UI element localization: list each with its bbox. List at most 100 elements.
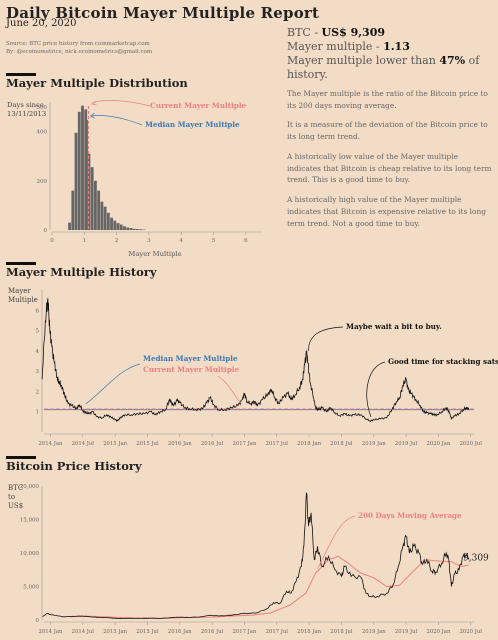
time-tick-label: 2017 Jan bbox=[233, 441, 257, 447]
dist-x-tick-label: 5 bbox=[212, 238, 216, 244]
price-y-tick-label: 10,000 bbox=[20, 551, 40, 557]
histogram-bar bbox=[129, 228, 133, 230]
btc-price-series bbox=[42, 492, 470, 619]
histogram-bar bbox=[77, 111, 81, 230]
section-rule bbox=[6, 262, 36, 265]
histogram-bar bbox=[139, 229, 143, 230]
price-y-tick-label: 15,000 bbox=[20, 518, 40, 524]
history-chart: Mayer Multiple 1 2 3 4 5 6 2014 Jan 2014 Jul 201… bbox=[8, 287, 498, 447]
history-y-tick-label: 5 bbox=[36, 329, 40, 335]
history-y-tick-label: 3 bbox=[36, 369, 40, 375]
time-tick-label: 2019 Jan bbox=[362, 629, 386, 635]
time-tick-label: 2019 Jan bbox=[362, 441, 386, 447]
history-y-tick-label: 4 bbox=[36, 349, 40, 355]
btc-price-stat: BTC - US$ 9,309 bbox=[287, 26, 498, 40]
time-tick-label: 2016 Jul bbox=[201, 441, 224, 447]
time-tick-label: 2019 Jul bbox=[395, 629, 418, 635]
median-arrowhead bbox=[90, 112, 95, 119]
distribution-chart: Days since 13/11/2013 0 1 2 3 4 5 60200400500 … bbox=[7, 100, 262, 258]
wait-annotation-label: Maybe wait a bit to buy. bbox=[346, 322, 442, 331]
time-tick-label: 2018 Jan bbox=[297, 629, 321, 635]
dist-xlabel: Mayer Multiple bbox=[128, 250, 181, 258]
stack-annotation-label: Good time for stacking sats! bbox=[388, 357, 498, 366]
histogram-bar bbox=[90, 167, 94, 230]
time-tick-label: 2016 Jul bbox=[201, 629, 224, 635]
time-tick-label: 2018 Jan bbox=[297, 441, 321, 447]
dist-x-tick-label: 2 bbox=[115, 238, 119, 244]
section-title-price: Bitcoin Price History bbox=[6, 459, 142, 473]
dist-y-tick-label: 200 bbox=[37, 179, 48, 185]
section-title-distribution: Mayer Multiple Distribution bbox=[6, 76, 188, 90]
dist-y-tick-label: 500 bbox=[37, 105, 48, 111]
current-annotation-label: Current Mayer Multiple bbox=[150, 101, 247, 110]
price-ylabel-line2: to bbox=[8, 493, 15, 501]
time-tick-label: 2017 Jul bbox=[266, 441, 289, 447]
price-chart: BTC to US$ 0 5,000 10,000 15,000 20,000 2014 … bbox=[8, 484, 489, 635]
price-y-tick-label: 20,000 bbox=[20, 484, 40, 490]
price-y-tick-label: 0 bbox=[36, 618, 40, 624]
histogram-bar bbox=[81, 105, 84, 230]
time-tick-label: 2020 Jul bbox=[460, 441, 483, 447]
histogram-bar bbox=[94, 180, 97, 230]
history-median-label: Median Mayer Multiple bbox=[143, 354, 238, 363]
median-annotation-arrow bbox=[90, 115, 143, 126]
author-line: By: @ecoinometrics, nick.ecoinometrics@g… bbox=[6, 49, 153, 55]
dist-y-tick-label: 0 bbox=[44, 228, 48, 234]
time-tick-label: 2017 Jul bbox=[266, 629, 289, 635]
time-tick-label: 2020 Jul bbox=[460, 629, 483, 635]
dist-ylabel-line2: 13/11/2013 bbox=[7, 110, 46, 118]
price-annotations: 200 Days Moving Average 9,309 bbox=[317, 511, 489, 569]
dist-x-tick-label: 1 bbox=[83, 238, 87, 244]
price-ylabel: BTC to US$ bbox=[8, 484, 23, 510]
source-line: Source: BTC price history from coinmarke… bbox=[6, 41, 150, 47]
time-tick-label: 2015 Jan bbox=[103, 629, 127, 635]
ma-annotation-arrow bbox=[317, 515, 356, 569]
history-annotations: Median Mayer Multiple Current Mayer Multi… bbox=[85, 322, 498, 417]
key-stats: BTC - US$ 9,309 Mayer multiple - 1.13 Ma… bbox=[287, 26, 498, 82]
time-tick-label: 2015 Jul bbox=[136, 629, 159, 635]
histogram-bar bbox=[74, 132, 78, 230]
histogram-bar bbox=[68, 222, 71, 230]
report-title: Daily Bitcoin Mayer Multiple Report bbox=[6, 4, 320, 22]
current-price-label: 9,309 bbox=[463, 554, 489, 564]
time-tick-label: 2014 Jul bbox=[72, 629, 95, 635]
percentile-value: 47% bbox=[439, 54, 466, 67]
histogram-bar bbox=[132, 228, 136, 230]
price-y-tick-label: 5,000 bbox=[23, 585, 39, 591]
histogram-bar bbox=[106, 212, 110, 230]
dist-x-tick-label: 0 bbox=[50, 238, 54, 244]
dist-x-tick-label: 6 bbox=[244, 238, 248, 244]
percentile-suffix: of history. bbox=[287, 54, 480, 81]
price-axes: 0 5,000 10,000 15,000 20,000 2014 Jan 2014 Jul… bbox=[20, 484, 483, 635]
dist-bars bbox=[68, 105, 146, 230]
time-tick-label: 2014 Jan bbox=[39, 629, 63, 635]
history-reference-lines bbox=[44, 408, 474, 411]
section-rule bbox=[6, 456, 36, 459]
moving-average-series bbox=[69, 555, 469, 619]
source-text: Source: BTC price history from coinmarke… bbox=[6, 40, 152, 56]
histogram-bar bbox=[71, 190, 75, 230]
wait-annotation-arrow bbox=[308, 326, 344, 351]
histogram-bar bbox=[116, 223, 120, 230]
section-rule bbox=[6, 73, 36, 76]
histogram-bar bbox=[84, 109, 88, 230]
description: The Mayer multiple is the ratio of the B… bbox=[287, 88, 492, 237]
ma-annotation-label: 200 Days Moving Average bbox=[358, 511, 462, 520]
history-ylabel-line1: Mayer bbox=[8, 287, 31, 295]
histogram-bar bbox=[126, 227, 130, 230]
history-current-arrow bbox=[217, 375, 242, 404]
dist-x-tick-label: 4 bbox=[179, 238, 183, 244]
history-axes: 1 2 3 4 5 6 2014 Jan 2014 Jul 2015 Jan 2015 Jul 20… bbox=[36, 290, 483, 447]
time-tick-label: 2020 Jan bbox=[427, 629, 451, 635]
dist-x-tick-label: 3 bbox=[147, 238, 151, 244]
history-percentile-stat: Mayer multiple lower than 47% of history… bbox=[287, 54, 498, 82]
mayer-multiple-series bbox=[41, 298, 470, 423]
time-tick-label: 2018 Jul bbox=[330, 441, 353, 447]
dist-axes: 0 1 2 3 4 5 6 0 200 400 500 bbox=[37, 102, 262, 244]
dist-y-tick-label: 400 bbox=[37, 130, 48, 136]
time-tick-label: 2020 Jan bbox=[427, 441, 451, 447]
price-ylabel-line1: BTC bbox=[8, 484, 23, 492]
histogram-bar bbox=[119, 224, 123, 230]
price-ylabel-line3: US$ bbox=[8, 502, 23, 510]
current-arrowhead bbox=[91, 100, 97, 106]
